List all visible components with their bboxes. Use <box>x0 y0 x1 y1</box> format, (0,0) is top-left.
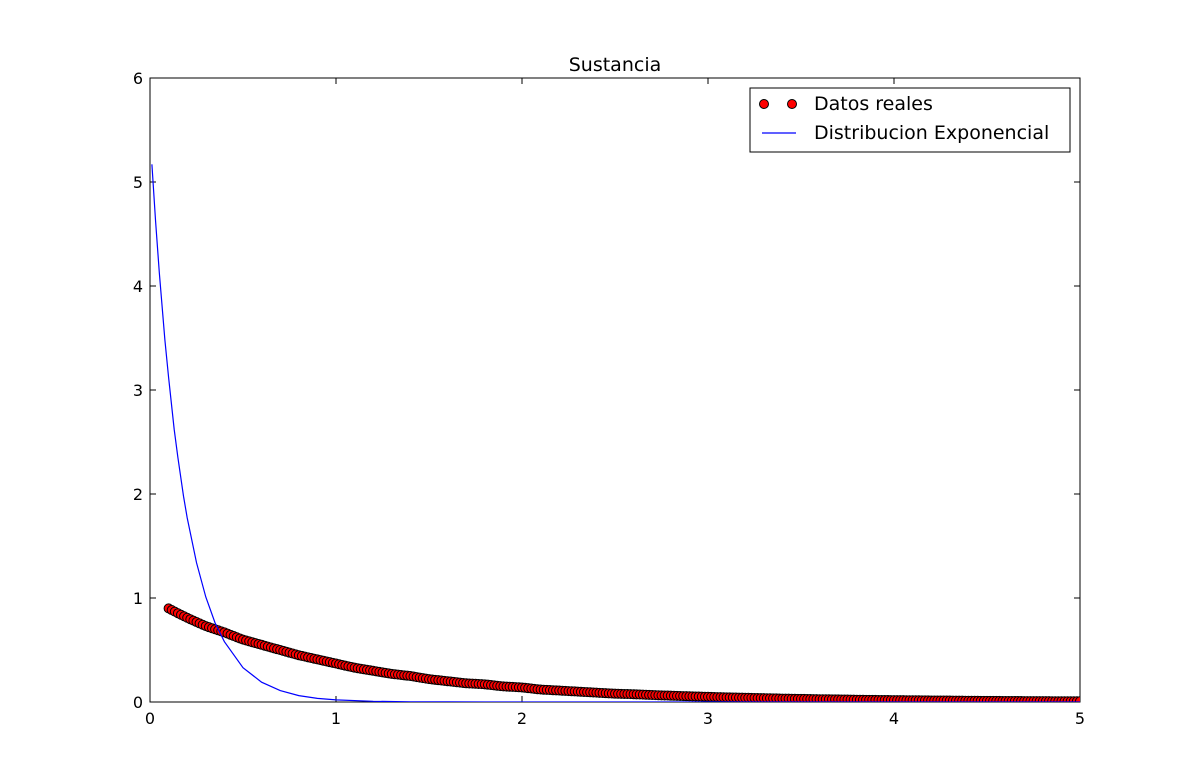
legend-box <box>749 87 1071 153</box>
legend-label-datos-reales: Datos reales <box>814 93 933 115</box>
x-tick-label: 1 <box>331 709 341 728</box>
series-layer <box>151 164 1080 702</box>
data-point <box>1075 696 1080 702</box>
y-tick-label: 2 <box>133 485 143 504</box>
series-datos-reales <box>163 603 1080 702</box>
y-tick-label: 4 <box>133 277 143 296</box>
x-tick-label: 5 <box>1075 709 1085 728</box>
x-tick-label: 0 <box>145 709 155 728</box>
legend-label-distribucion: Distribucion Exponencial <box>814 122 1049 144</box>
y-tick-label: 1 <box>133 589 143 608</box>
y-tick-label: 3 <box>133 381 143 400</box>
x-tick-label: 4 <box>889 709 899 728</box>
legend-marker-datos-reales <box>787 99 797 109</box>
series-distribucion-exponencial <box>151 164 1080 702</box>
x-tick-label: 2 <box>517 709 527 728</box>
y-tick-label: 6 <box>133 69 143 88</box>
y-tick-label: 5 <box>133 173 143 192</box>
chart-title: Sustancia <box>569 54 662 76</box>
x-tick-label: 3 <box>703 709 713 728</box>
legend: Datos reales Distribucion Exponencial <box>749 87 1071 153</box>
axes: 0 1 2 3 4 5 0 1 2 3 4 5 6 <box>133 69 1085 728</box>
plot-frame <box>149 77 1081 703</box>
y-tick-label: 0 <box>133 693 143 712</box>
legend-marker-datos-reales <box>759 99 769 109</box>
